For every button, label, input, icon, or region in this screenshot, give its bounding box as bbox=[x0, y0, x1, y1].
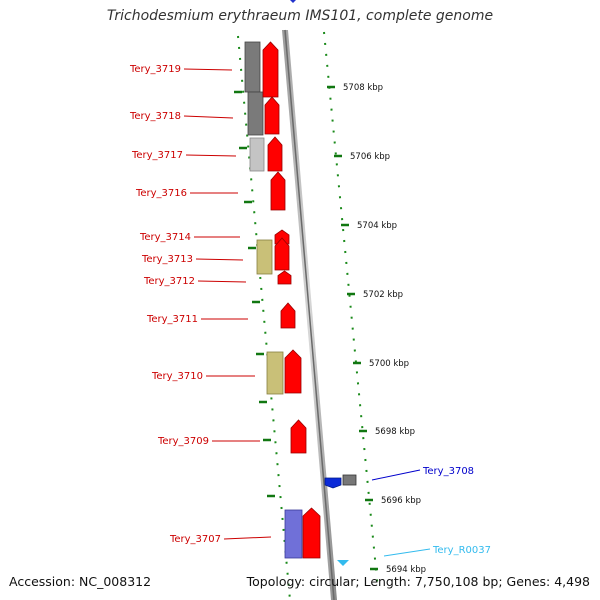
scale-labels: 5708 kbp 5706 kbp 5704 kbp 5702 kbp 5700 kbp… bbox=[343, 83, 426, 575]
cds-arrow bbox=[274, 229, 290, 245]
gene-label: Tery_R0037 bbox=[432, 545, 491, 556]
cds-arrow bbox=[302, 507, 321, 559]
backbone-line bbox=[284, 29, 335, 600]
gene-label: Tery_3713 bbox=[141, 254, 193, 265]
gene-labels: Tery_3719 Tery_3718 Tery_3717 Tery_3716 Tery… bbox=[129, 64, 491, 556]
gene-label: Tery_3716 bbox=[135, 188, 187, 199]
scale-label: 5704 kbp bbox=[357, 221, 397, 231]
rna-arrow bbox=[337, 560, 349, 566]
label-leader-lines bbox=[183, 68, 431, 557]
outer-ticks bbox=[327, 85, 378, 571]
genome-info-label: Topology: circular; Length: 7,750,108 bp… bbox=[246, 574, 590, 589]
scale-label: 5698 kbp bbox=[375, 427, 415, 437]
leader-line bbox=[197, 280, 247, 283]
scale-label: 5696 kbp bbox=[381, 496, 421, 506]
gene-label: Tery_3712 bbox=[143, 276, 195, 287]
scale-label: 5702 kbp bbox=[363, 290, 403, 300]
gene-bar bbox=[266, 351, 284, 395]
gene-label: Tery_3718 bbox=[129, 111, 181, 122]
scale-label: 5706 kbp bbox=[350, 152, 390, 162]
cds-arrow bbox=[267, 136, 283, 172]
cds-arrow bbox=[270, 171, 286, 211]
scale-label: 5708 kbp bbox=[343, 83, 383, 93]
gene-bar bbox=[249, 137, 265, 172]
leader-line bbox=[371, 469, 421, 481]
accession-label: Accession: NC_008312 bbox=[9, 574, 152, 589]
gene-label: Tery_3710 bbox=[151, 371, 203, 382]
gene-label: Tery_3714 bbox=[139, 232, 191, 243]
cds-arrow bbox=[277, 270, 292, 285]
leader-line bbox=[185, 154, 237, 157]
cds-arrow bbox=[284, 349, 302, 394]
gene-bar bbox=[247, 91, 264, 136]
leader-line bbox=[223, 536, 272, 540]
gene-shapes bbox=[244, 41, 357, 566]
gene-label: Tery_3711 bbox=[146, 314, 198, 325]
top-marker-icon bbox=[290, 0, 296, 3]
gene-bar bbox=[342, 474, 357, 486]
leader-line bbox=[183, 68, 233, 71]
gene-bar bbox=[284, 509, 303, 559]
gene-label: Tery_3717 bbox=[131, 150, 183, 161]
cds-arrow bbox=[262, 41, 279, 98]
leader-line bbox=[383, 548, 431, 557]
map-title: Trichodesmium erythraeum IMS101, complet… bbox=[106, 8, 494, 24]
outer-ring-arc-right bbox=[323, 31, 379, 591]
cds-arrow bbox=[280, 302, 296, 329]
gene-label: Tery_3709 bbox=[157, 436, 209, 447]
scale-label: 5694 kbp bbox=[386, 565, 426, 575]
gene-bar bbox=[256, 239, 273, 275]
gene-bar bbox=[244, 41, 261, 93]
reverse-cds-arrow bbox=[324, 477, 342, 489]
gene-label: Tery_3708 bbox=[422, 466, 474, 477]
gene-label: Tery_3719 bbox=[129, 64, 181, 75]
leader-line bbox=[195, 258, 244, 261]
cds-arrow bbox=[290, 419, 307, 454]
leader-line bbox=[183, 115, 234, 119]
cds-arrow bbox=[274, 237, 290, 271]
gene-label: Tery_3707 bbox=[169, 534, 221, 545]
scale-label: 5700 kbp bbox=[369, 359, 409, 369]
cds-arrow bbox=[264, 96, 280, 135]
inner-ticks bbox=[234, 90, 275, 498]
